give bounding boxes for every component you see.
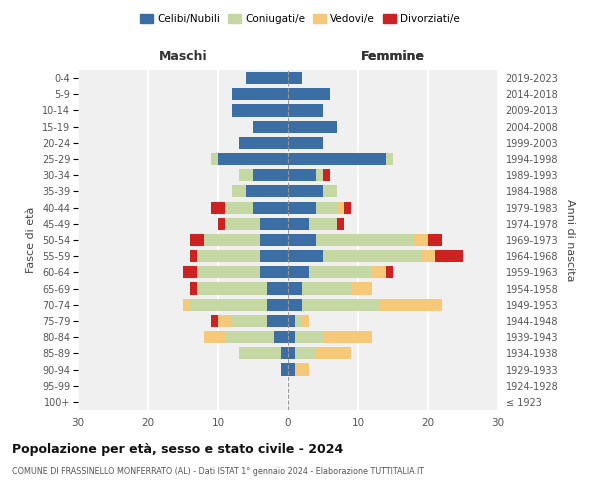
Bar <box>218 218 225 230</box>
Bar <box>267 315 288 327</box>
Bar <box>295 348 316 360</box>
Bar <box>190 282 197 294</box>
Bar <box>183 266 197 278</box>
Bar <box>260 218 288 230</box>
Bar <box>253 202 288 213</box>
Bar <box>260 234 288 246</box>
Bar <box>267 282 288 294</box>
Text: Popolazione per età, sesso e stato civile - 2024: Popolazione per età, sesso e stato civil… <box>12 442 343 456</box>
Bar <box>190 250 197 262</box>
Bar <box>197 250 260 262</box>
Bar <box>239 348 281 360</box>
Bar <box>288 266 309 278</box>
Bar <box>386 153 393 165</box>
Bar <box>316 202 337 213</box>
Legend: Celibi/Nubili, Coniugati/e, Vedovi/e, Divorziati/e: Celibi/Nubili, Coniugati/e, Vedovi/e, Di… <box>136 10 464 29</box>
Bar <box>232 186 246 198</box>
Bar <box>225 331 274 343</box>
Bar <box>379 298 442 311</box>
Bar <box>288 282 302 294</box>
Bar <box>323 169 330 181</box>
Bar <box>295 315 302 327</box>
Bar <box>246 72 288 84</box>
Bar <box>316 348 351 360</box>
Bar <box>302 315 309 327</box>
Text: Femmine: Femmine <box>361 50 425 63</box>
Bar <box>372 266 386 278</box>
Bar <box>302 282 351 294</box>
Bar <box>288 218 309 230</box>
Text: Femmine: Femmine <box>361 50 425 63</box>
Bar <box>190 234 204 246</box>
Bar <box>232 104 288 117</box>
Bar <box>288 234 316 246</box>
Bar <box>316 169 323 181</box>
Bar <box>288 88 330 101</box>
Bar <box>414 234 428 246</box>
Bar <box>190 298 267 311</box>
Y-axis label: Fasce di età: Fasce di età <box>26 207 37 273</box>
Bar <box>239 137 288 149</box>
Bar <box>211 315 218 327</box>
Bar <box>232 315 267 327</box>
Bar <box>288 202 316 213</box>
Bar <box>351 282 372 294</box>
Bar <box>260 250 288 262</box>
Bar <box>225 202 253 213</box>
Bar <box>421 250 435 262</box>
Bar <box>302 298 379 311</box>
Bar <box>295 364 309 376</box>
Bar <box>288 298 302 311</box>
Bar <box>183 298 190 311</box>
Bar <box>295 331 323 343</box>
Bar <box>211 153 218 165</box>
Bar <box>197 266 260 278</box>
Bar <box>386 266 393 278</box>
Text: Maschi: Maschi <box>158 50 208 63</box>
Bar <box>288 331 295 343</box>
Y-axis label: Anni di nascita: Anni di nascita <box>565 198 575 281</box>
Bar <box>267 298 288 311</box>
Bar <box>260 266 288 278</box>
Text: COMUNE DI FRASSINELLO MONFERRATO (AL) - Dati ISTAT 1° gennaio 2024 - Elaborazion: COMUNE DI FRASSINELLO MONFERRATO (AL) - … <box>12 468 424 476</box>
Bar <box>225 218 260 230</box>
Bar <box>428 234 442 246</box>
Bar <box>337 202 344 213</box>
Bar <box>246 186 288 198</box>
Bar <box>288 250 323 262</box>
Bar <box>288 364 295 376</box>
Bar <box>323 250 421 262</box>
Bar <box>288 169 316 181</box>
Bar <box>288 72 302 84</box>
Bar <box>323 186 337 198</box>
Bar <box>274 331 288 343</box>
Bar <box>288 153 386 165</box>
Bar <box>344 202 351 213</box>
Bar <box>288 104 323 117</box>
Bar <box>197 282 267 294</box>
Bar <box>316 234 414 246</box>
Bar <box>288 315 295 327</box>
Bar <box>288 120 337 132</box>
Bar <box>218 315 232 327</box>
Bar <box>323 331 372 343</box>
Bar <box>211 202 225 213</box>
Bar <box>239 169 253 181</box>
Bar <box>288 186 323 198</box>
Bar <box>204 234 260 246</box>
Bar <box>337 218 344 230</box>
Bar <box>288 348 295 360</box>
Bar <box>232 88 288 101</box>
Bar <box>281 348 288 360</box>
Bar <box>253 120 288 132</box>
Bar <box>281 364 288 376</box>
Bar <box>218 153 288 165</box>
Bar <box>288 137 323 149</box>
Bar <box>253 169 288 181</box>
Bar <box>309 266 372 278</box>
Bar <box>435 250 463 262</box>
Bar <box>204 331 225 343</box>
Bar <box>309 218 337 230</box>
